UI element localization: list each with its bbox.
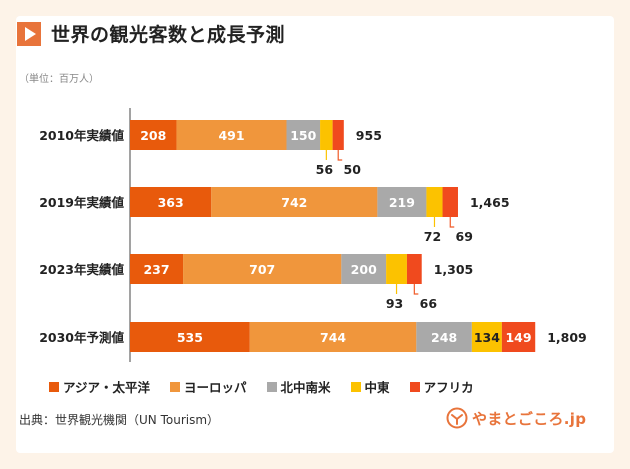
label-tick: [337, 150, 343, 161]
data-label: 66: [420, 296, 438, 311]
bar-segment: [377, 187, 427, 217]
bar-segment: [211, 187, 378, 217]
bar-segment: [406, 254, 422, 284]
brand-logo: やまとごころ.jp: [446, 407, 586, 429]
data-label: 56: [316, 162, 334, 177]
category-label: 2010年実績値: [39, 128, 124, 143]
bar-segment: [176, 120, 287, 150]
data-label: 149: [505, 330, 531, 345]
bar-segment: [130, 120, 177, 150]
bar-segment: [332, 120, 344, 150]
legend-swatch: [409, 381, 420, 392]
data-label: 363: [158, 195, 184, 210]
legend-label: アフリカ: [423, 380, 474, 395]
data-label: 200: [351, 262, 377, 277]
data-label: 208: [140, 128, 166, 143]
bar-segment: [341, 254, 387, 284]
chart-card: [16, 16, 614, 453]
legend: アジア・太平洋 ヨーロッパ 北中南米 中東 アフリカ: [49, 377, 474, 396]
logo-icon: [446, 407, 468, 429]
bar-segment: [471, 322, 502, 352]
total-label: 1,809: [547, 330, 587, 345]
data-label: 50: [344, 162, 362, 177]
data-label: 72: [424, 229, 441, 244]
legend-label: 北中南米: [280, 380, 331, 395]
logo-text: やまとごころ.jp: [472, 409, 587, 428]
legend-item: アジア・太平洋: [49, 377, 150, 396]
legend-label: アジア・太平洋: [63, 380, 151, 395]
play-icon: [17, 22, 41, 46]
total-label: 1,305: [434, 262, 474, 277]
legend-item: 北中南米: [266, 377, 331, 396]
data-label: 150: [290, 128, 316, 143]
label-tick: [449, 217, 455, 228]
bar-segment: [416, 322, 472, 352]
label-tick: [413, 284, 419, 295]
category-label: 2023年実績値: [39, 262, 124, 277]
legend-label: 中東: [364, 380, 390, 395]
legend-swatch: [266, 381, 277, 392]
data-label: 69: [456, 229, 473, 244]
legend-swatch: [170, 381, 181, 392]
legend-item: アフリカ: [409, 377, 474, 396]
bar-segment: [286, 120, 321, 150]
bar-segment: [130, 187, 212, 217]
category-label: 2019年実績値: [39, 195, 124, 210]
bar-segment: [386, 254, 407, 284]
data-label: 491: [218, 128, 244, 143]
data-label: 707: [249, 262, 275, 277]
data-label: 134: [474, 330, 500, 345]
data-label: 744: [320, 330, 346, 345]
data-label: 219: [389, 195, 415, 210]
data-label: 535: [177, 330, 203, 345]
chart-title: 世界の観光客数と成長予測: [51, 24, 286, 46]
unit-label: （単位：百万人）: [19, 74, 99, 85]
legend-item: ヨーロッパ: [170, 377, 247, 396]
data-label: 237: [143, 262, 169, 277]
total-label: 955: [356, 128, 382, 143]
bar-segment: [320, 120, 333, 150]
legend-item: 中東: [350, 377, 390, 396]
bar-segment: [130, 254, 184, 284]
data-label: 248: [431, 330, 457, 345]
bar-segment: [130, 322, 250, 352]
bar-segment: [442, 187, 458, 217]
source-note: 出典：世界観光機関（UN Tourism）: [19, 413, 220, 427]
total-label: 1,465: [470, 195, 510, 210]
bar-segment: [501, 322, 536, 352]
bar-segment: [183, 254, 342, 284]
bar-segment: [249, 322, 417, 352]
category-label: 2030年予測値: [39, 330, 124, 345]
data-label: 93: [386, 296, 403, 311]
legend-swatch: [350, 381, 361, 392]
data-label: 742: [281, 195, 307, 210]
legend-swatch: [49, 381, 59, 392]
bar-segment: [426, 187, 443, 217]
legend-label: ヨーロッパ: [184, 380, 247, 395]
